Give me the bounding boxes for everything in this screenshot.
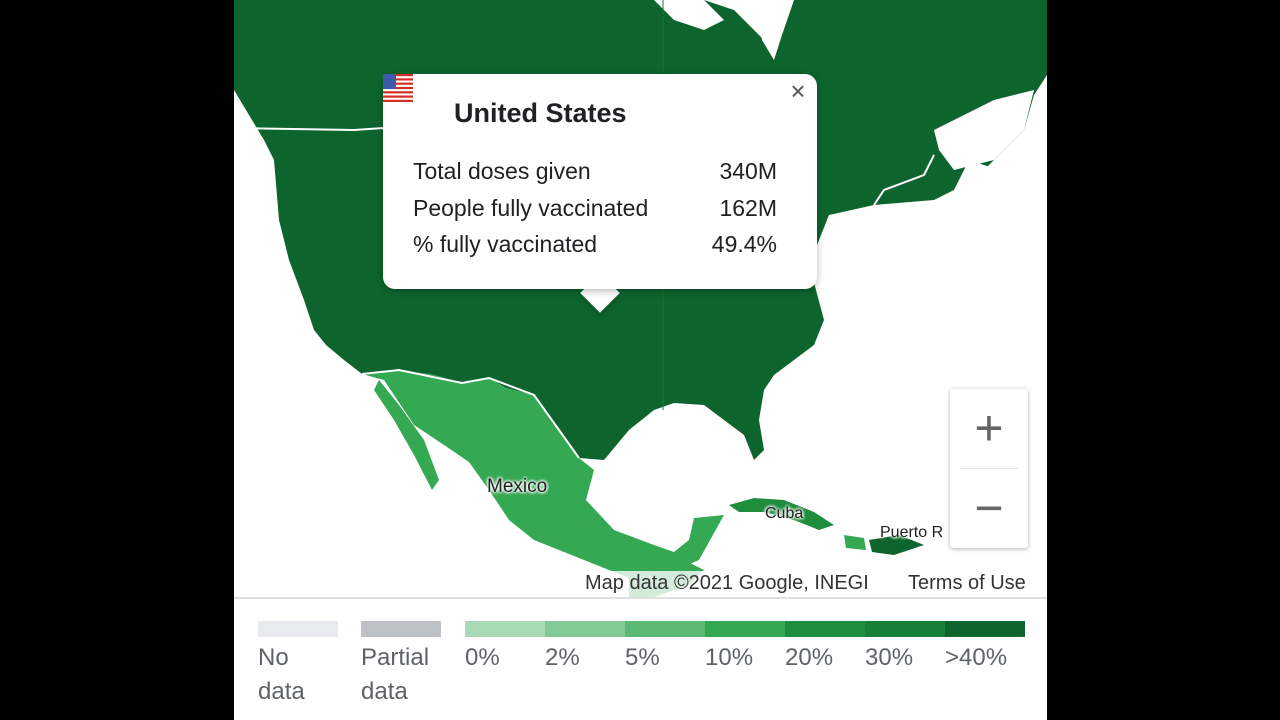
legend-swatch-scale — [465, 621, 545, 637]
stat-label: Total doses given — [413, 158, 591, 184]
close-icon[interactable]: × — [790, 76, 806, 106]
legend-swatch-scale — [865, 621, 945, 637]
mexico-region — [362, 370, 724, 578]
attribution-text: Map data ©2021 Google, INEGI — [585, 572, 869, 594]
stat-label: People fully vaccinated — [413, 195, 649, 221]
legend-swatch-scale — [625, 621, 705, 637]
legend-label-scale: 2% — [545, 644, 580, 671]
legend-label-partial-data: Partial data — [361, 641, 429, 709]
legend-label-line: data — [361, 678, 408, 705]
legend-label-line: Partial — [361, 644, 430, 671]
cuba-region — [729, 498, 834, 530]
legend-label-line: data — [258, 678, 305, 705]
legend-swatch-partial-data — [361, 621, 441, 637]
popup-title: United States — [454, 98, 627, 128]
stat-value: 162M — [719, 195, 777, 221]
stat-value: 340M — [719, 158, 777, 184]
map-label-cuba: Cuba — [765, 505, 804, 522]
legend-swatch-scale — [785, 621, 865, 637]
terms-of-use-link[interactable]: Terms of Use — [908, 572, 1026, 594]
stat-value: 49.4% — [711, 231, 777, 257]
legend-label-scale: >40% — [945, 644, 1008, 671]
map-canvas[interactable]: Mexico Cuba Puerto R × United States Tot… — [234, 0, 1047, 597]
legend-label-scale: 20% — [785, 644, 834, 671]
legend-label-no-data: No data — [258, 641, 305, 709]
legend-label-scale: 10% — [705, 644, 754, 671]
stat-label: % fully vaccinated — [413, 231, 598, 257]
zoom-out-button[interactable]: − — [974, 480, 1004, 536]
map-label-mexico: Mexico — [487, 476, 548, 497]
zoom-control: + − — [950, 389, 1028, 548]
map-attribution: Map data ©2021 Google, INEGI Terms of Us… — [577, 571, 1047, 597]
legend-label-line: No — [258, 644, 289, 671]
legend-label-scale: 30% — [865, 644, 914, 671]
legend-swatch-scale — [545, 621, 625, 637]
legend-label-scale: 5% — [625, 644, 660, 671]
us-flag-icon — [383, 74, 413, 102]
legend-label-scale: 0% — [465, 644, 500, 671]
map-label-puerto-rico: Puerto R — [880, 524, 944, 541]
map-legend: No data Partial data 0% 2% 5% 10% 20% 30% >40% — [234, 599, 1047, 720]
app-frame: Mexico Cuba Puerto R × United States Tot… — [234, 0, 1047, 720]
zoom-in-button[interactable]: + — [974, 400, 1004, 456]
legend-swatch-no-data — [258, 621, 338, 637]
country-info-popup: × United States Total doses given 340M P… — [383, 74, 817, 289]
legend-divider — [234, 597, 1047, 599]
zoom-divider — [960, 468, 1018, 469]
legend-swatch-scale — [705, 621, 785, 637]
legend-swatch-scale — [945, 621, 1025, 637]
